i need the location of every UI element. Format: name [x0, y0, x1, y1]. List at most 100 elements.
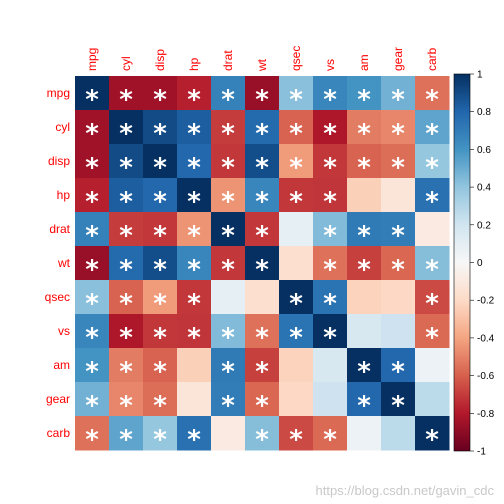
star-mpg-disp: *: [153, 85, 167, 115]
cell-am-vs: [313, 348, 348, 383]
star-carb-disp: *: [153, 425, 167, 455]
cell-disp-carb: [415, 144, 450, 179]
star-hp-hp: *: [187, 187, 201, 217]
cell-hp-hp: [177, 178, 212, 213]
cell-drat-hp: [177, 212, 212, 247]
cell-am-qsec: [279, 348, 314, 383]
star-hp-vs: *: [323, 187, 337, 217]
cell-disp-vs: [313, 144, 348, 179]
cell-wt-gear: [381, 246, 416, 281]
star-disp-mpg: *: [85, 153, 99, 183]
star-carb-vs: *: [323, 425, 337, 455]
cell-gear-vs: [313, 382, 348, 417]
cell-am-am: [347, 348, 382, 383]
row-label-drat: drat: [49, 222, 70, 236]
star-mpg-mpg: *: [85, 85, 99, 115]
star-drat-disp: *: [153, 221, 167, 251]
cell-vs-drat: [211, 314, 246, 349]
star-vs-qsec: *: [289, 323, 303, 353]
star-disp-wt: *: [255, 153, 269, 183]
cell-drat-vs: [313, 212, 348, 247]
cell-disp-am: [347, 144, 382, 179]
cell-qsec-drat: [211, 280, 246, 315]
cell-mpg-hp: [177, 76, 212, 111]
cell-gear-disp: [143, 382, 178, 417]
col-label-am: am: [357, 54, 371, 71]
star-cyl-vs: *: [323, 119, 337, 149]
col-label-mpg: mpg: [85, 48, 99, 71]
star-mpg-carb: *: [425, 85, 439, 115]
cell-am-carb: [415, 348, 450, 383]
star-vs-wt: *: [255, 323, 269, 353]
cell-carb-cyl: [109, 416, 144, 451]
star-gear-gear: *: [391, 391, 405, 421]
star-carb-wt: *: [255, 425, 269, 455]
cell-mpg-mpg: [75, 76, 110, 111]
col-label-qsec: qsec: [289, 46, 303, 71]
cell-hp-cyl: [109, 178, 144, 213]
star-cyl-hp: *: [187, 119, 201, 149]
cell-wt-carb: [415, 246, 450, 281]
star-gear-wt: *: [255, 391, 269, 421]
star-mpg-gear: *: [391, 85, 405, 115]
row-label-wt: wt: [57, 256, 71, 270]
star-vs-mpg: *: [85, 323, 99, 353]
star-gear-drat: *: [221, 391, 235, 421]
cell-mpg-drat: [211, 76, 246, 111]
cell-am-gear: [381, 348, 416, 383]
colorbar-tick-label: 1: [477, 70, 483, 81]
cell-cyl-mpg: [75, 110, 110, 145]
cell-hp-qsec: [279, 178, 314, 213]
star-am-wt: *: [255, 357, 269, 387]
star-qsec-vs: *: [323, 289, 337, 319]
colorbar: 1 0.8 0.6 0.4 0.2 0 -0.2 -0.4 -0.6 -0.8 -1: [453, 70, 495, 458]
cell-carb-vs: [313, 416, 348, 451]
cell-drat-carb: [415, 212, 450, 247]
cell-disp-mpg: [75, 144, 110, 179]
cell-gear-am: [347, 382, 382, 417]
star-wt-cyl: *: [119, 255, 133, 285]
column-labels: mpg cyl disp hp drat wt qsec vs am gear carb: [85, 46, 439, 72]
star-wt-carb: *: [425, 255, 439, 285]
star-drat-mpg: *: [85, 221, 99, 251]
cell-gear-mpg: [75, 382, 110, 417]
cell-mpg-qsec: [279, 76, 314, 111]
significance-markers: * * * * * * * * * * * * * * * * * * * * * * * * * * * * * * * * * * * * * * * *…: [85, 85, 439, 455]
star-qsec-disp: *: [153, 289, 167, 319]
star-cyl-cyl: *: [119, 119, 133, 149]
row-label-cyl: cyl: [55, 120, 70, 134]
row-label-qsec: qsec: [45, 290, 70, 304]
colorbar-tick-label: -0.4: [477, 333, 495, 344]
cell-carb-wt: [245, 416, 280, 451]
cell-disp-qsec: [279, 144, 314, 179]
cell-qsec-carb: [415, 280, 450, 315]
star-mpg-drat: *: [221, 85, 235, 115]
cell-disp-hp: [177, 144, 212, 179]
star-am-cyl: *: [119, 357, 133, 387]
row-label-mpg: mpg: [47, 86, 70, 100]
cell-am-wt: [245, 348, 280, 383]
colorbar-tick-label: -0.6: [477, 371, 495, 382]
cell-vs-vs: [313, 314, 348, 349]
cell-drat-gear: [381, 212, 416, 247]
colorbar-tick-label: 0.2: [477, 220, 491, 231]
col-label-drat: drat: [221, 50, 235, 71]
star-vs-cyl: *: [119, 323, 133, 353]
col-label-disp: disp: [153, 49, 167, 71]
colorbar-tick-label: 0.4: [477, 183, 491, 194]
col-label-vs: vs: [323, 59, 337, 71]
col-label-carb: carb: [425, 47, 439, 71]
cell-disp-cyl: [109, 144, 144, 179]
star-cyl-mpg: *: [85, 119, 99, 149]
cell-cyl-hp: [177, 110, 212, 145]
row-label-hp: hp: [57, 188, 71, 202]
cell-carb-qsec: [279, 416, 314, 451]
star-am-mpg: *: [85, 357, 99, 387]
cell-carb-gear: [381, 416, 416, 451]
star-mpg-wt: *: [255, 85, 269, 115]
star-am-gear: *: [391, 357, 405, 387]
star-vs-hp: *: [187, 323, 201, 353]
star-gear-cyl: *: [119, 391, 133, 421]
cell-hp-mpg: [75, 178, 110, 213]
